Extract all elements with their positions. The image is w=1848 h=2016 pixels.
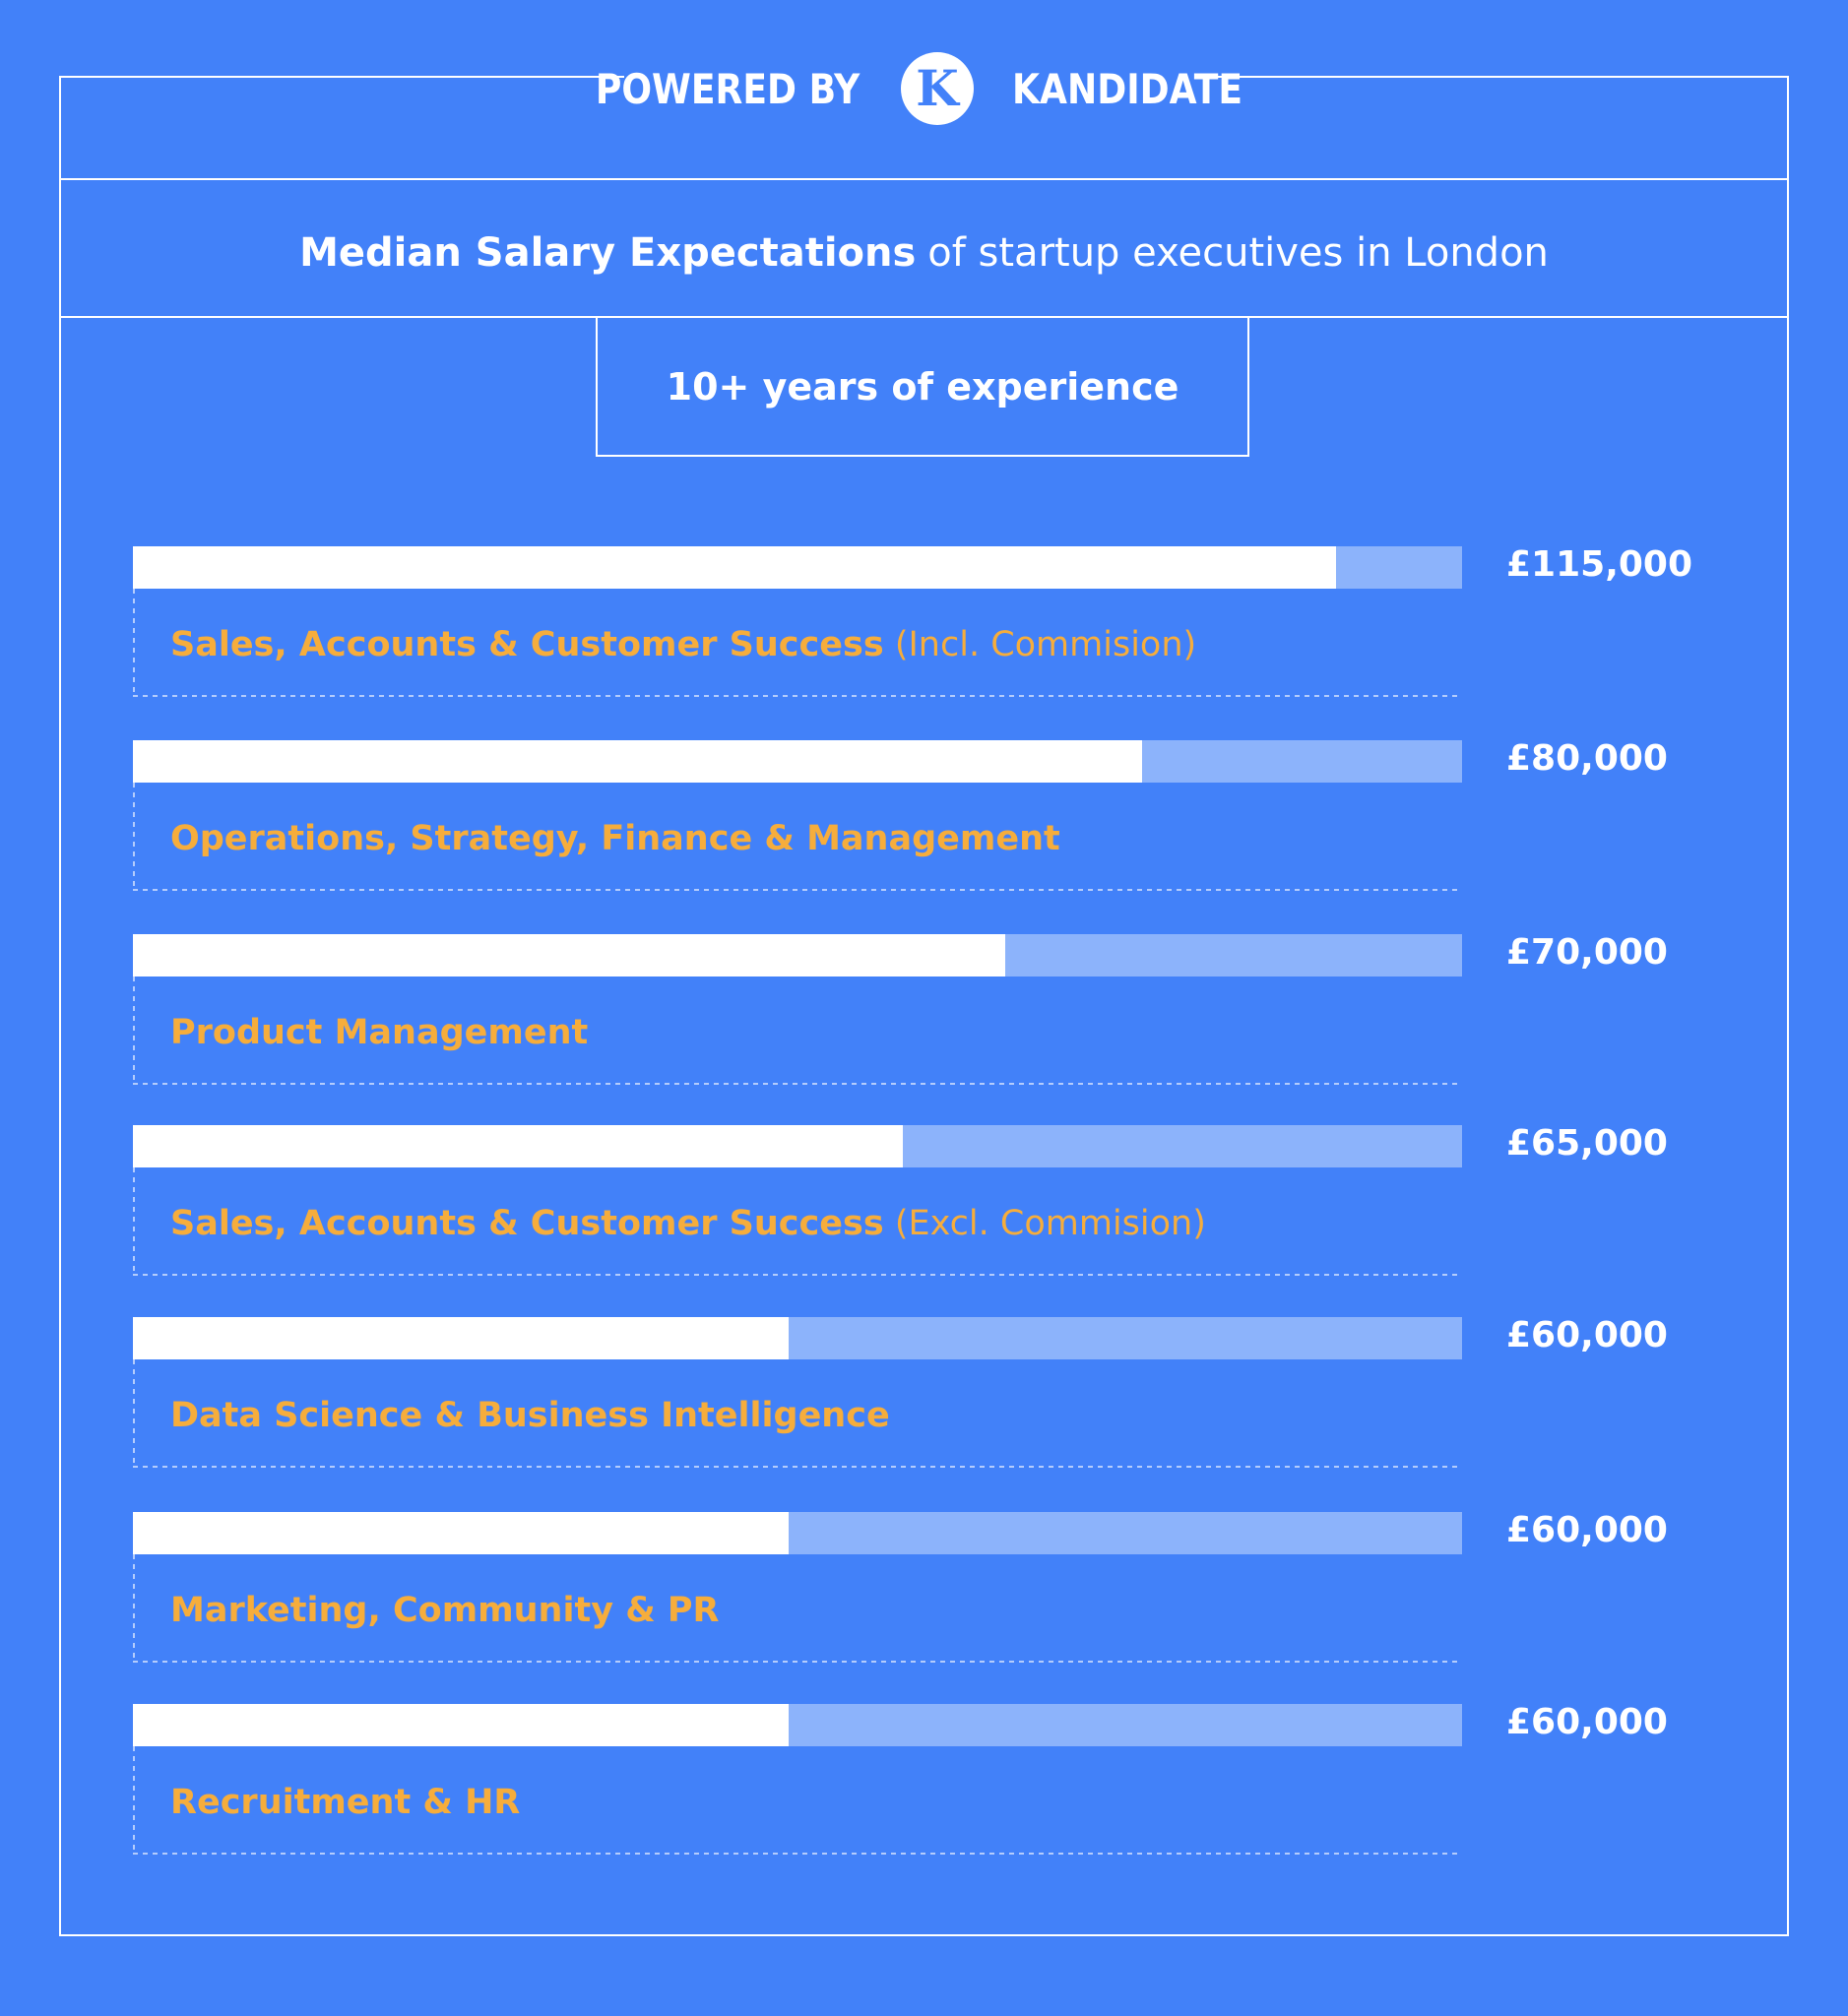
bar-row: Product Management £70,000 [133, 932, 1668, 1085]
experience-badge: 10+ years of experience [596, 318, 1249, 457]
bar [133, 1704, 789, 1746]
frame-top-right [1211, 76, 1789, 78]
frame-left [59, 76, 61, 1936]
category-label: Marketing, Community & PR [170, 1591, 720, 1630]
frame-bottom [59, 1934, 1789, 1936]
bar [133, 546, 1336, 589]
logo-letter: K [916, 59, 959, 117]
bar-row: Recruitment & HR £60,000 [133, 1702, 1668, 1855]
category-label: Operations, Strategy, Finance & Manageme… [170, 819, 1060, 858]
value-label: £60,000 [1506, 1510, 1668, 1550]
brand-name: KANDIDATE [1012, 64, 1243, 113]
title-divider [59, 316, 1789, 318]
value-label: £70,000 [1506, 932, 1668, 973]
chart-title: Median Salary Expectations of startup ex… [60, 220, 1788, 284]
frame-top-left [59, 76, 624, 78]
category-label: Data Science & Business Intelligence [170, 1396, 890, 1435]
bar-row: Marketing, Community & PR £60,000 [133, 1510, 1668, 1663]
bar [133, 934, 1005, 976]
title-strong: Median Salary Expectations [299, 230, 917, 276]
kandidate-logo-icon: K [901, 52, 975, 125]
experience-label: 10+ years of experience [666, 364, 1179, 409]
title-light: of startup executives in London [927, 230, 1549, 276]
bar [133, 1317, 789, 1359]
category-label: Recruitment & HR [170, 1783, 520, 1822]
category-label: Product Management [170, 1013, 588, 1052]
category-label: Sales, Accounts & Customer Success (Incl… [170, 625, 1196, 664]
header-divider [59, 178, 1789, 180]
value-label: £80,000 [1506, 738, 1668, 779]
value-label: £60,000 [1506, 1315, 1668, 1355]
powered-by-text: POWERED BY [595, 64, 860, 113]
bar [133, 740, 1142, 783]
powered-by-header: POWERED BY K KANDIDATE [596, 43, 1243, 134]
frame-right [1787, 76, 1789, 1936]
bar [133, 1125, 903, 1167]
value-label: £60,000 [1506, 1702, 1668, 1742]
category-label: Sales, Accounts & Customer Success (Excl… [170, 1204, 1206, 1243]
value-label: £115,000 [1506, 544, 1692, 585]
value-label: £65,000 [1506, 1123, 1668, 1164]
bar-row: Operations, Strategy, Finance & Manageme… [133, 738, 1668, 891]
bar [133, 1512, 789, 1554]
bar-row: Sales, Accounts & Customer Success (Excl… [133, 1123, 1668, 1276]
bar-row: Data Science & Business Intelligence £60,… [133, 1315, 1668, 1468]
bar-row: Sales, Accounts & Customer Success (Incl… [133, 544, 1692, 697]
